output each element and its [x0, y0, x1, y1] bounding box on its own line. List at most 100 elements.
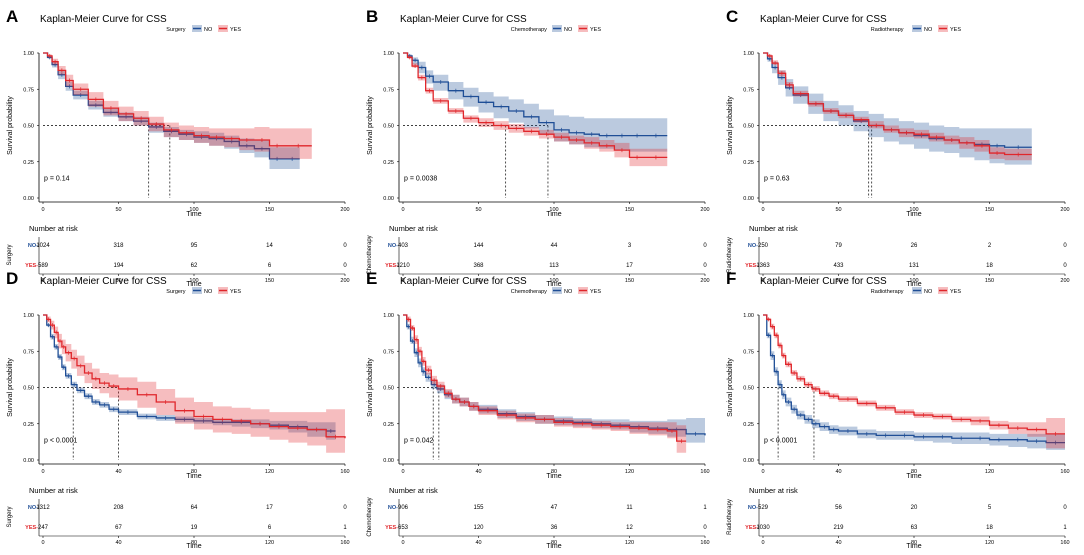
y-tick-label: 0.25 [743, 422, 754, 428]
risk-x-tick-label: 0 [761, 540, 764, 546]
risk-x-tick-label: 40 [115, 540, 121, 546]
legend-label: YES [230, 289, 241, 295]
risk-title: Number at risk [389, 224, 438, 233]
km-panel-a: A Kaplan-Meier Curve for CSS Surgery NO YES 0… [6, 7, 350, 288]
ci-band-no [763, 315, 1065, 452]
risk-x-tick-label: 80 [551, 540, 557, 546]
risk-title: Number at risk [389, 486, 438, 495]
risk-count: 36 [551, 525, 558, 531]
legend: Radiotherapy NO YES [871, 25, 961, 33]
risk-x-tick-label: 0 [401, 540, 404, 546]
risk-row-label: YES- [385, 525, 398, 531]
y-tick-label: 0.75 [383, 349, 394, 355]
x-tick-label: 40 [475, 469, 481, 475]
risk-row-label: NO- [28, 243, 38, 249]
legend-label: YES [950, 289, 961, 295]
risk-count: 44 [551, 243, 558, 249]
chart-title: Kaplan-Meier Curve for CSS [400, 276, 527, 287]
y-axis-label: Survival probability [7, 358, 14, 417]
x-tick-label: 200 [1060, 207, 1069, 213]
risk-x-axis-label: Time [546, 281, 561, 288]
ci-band-no [403, 315, 705, 445]
x-tick-label: 0 [401, 207, 404, 213]
survival-curve-yes [403, 52, 668, 159]
legend-label: YES [590, 27, 601, 33]
risk-count: 208 [113, 505, 124, 511]
x-tick-label: 0 [41, 207, 44, 213]
risk-count: 219 [833, 525, 844, 531]
risk-title: Number at risk [29, 224, 78, 233]
risk-title: Number at risk [749, 224, 798, 233]
km-panel-e: E Kaplan-Meier Curve for CSS Chemotherapy N… [366, 269, 710, 550]
risk-x-tick-label: 160 [700, 540, 709, 546]
risk-x-tick-label: 160 [1060, 540, 1069, 546]
chart-title: Kaplan-Meier Curve for CSS [400, 14, 527, 25]
risk-x-tick-label: 200 [340, 278, 349, 284]
y-tick-label: 0.75 [23, 87, 34, 93]
y-tick-label: 0.50 [743, 386, 754, 392]
risk-x-tick-label: 40 [835, 540, 841, 546]
y-axis-label: Survival probability [367, 358, 374, 417]
risk-row-label: YES- [385, 263, 398, 269]
legend-label: YES [230, 27, 241, 33]
risk-count: 0 [1063, 263, 1067, 269]
risk-count: 0 [343, 263, 347, 269]
y-tick-label: 1.00 [383, 51, 394, 57]
risk-x-tick-label: 100 [189, 278, 198, 284]
y-axis-label: Survival probability [727, 96, 734, 155]
km-panel-c: C Kaplan-Meier Curve for CSS Radiotherapy N… [726, 7, 1070, 288]
legend-label: NO [924, 27, 933, 33]
risk-row-label: NO- [388, 243, 398, 249]
legend-label: NO [204, 27, 213, 33]
y-tick-label: 0.25 [743, 160, 754, 166]
ci-band-yes [403, 315, 687, 453]
y-tick-label: 0.50 [743, 124, 754, 130]
legend-title: Surgery [166, 27, 186, 33]
y-tick-label: 0.50 [23, 386, 34, 392]
risk-count: 1 [1063, 525, 1067, 531]
x-tick-label: 160 [340, 469, 349, 475]
risk-x-axis-label: Time [906, 281, 921, 288]
x-tick-label: 200 [340, 207, 349, 213]
risk-x-tick-label: 80 [911, 540, 917, 546]
risk-count: 589 [38, 263, 49, 269]
risk-x-tick-label: 150 [625, 278, 634, 284]
risk-count: 0 [1063, 243, 1067, 249]
ci-band-yes [763, 315, 1065, 449]
risk-row-label: NO- [388, 505, 398, 511]
risk-row-label: YES- [25, 263, 38, 269]
risk-count: 1363 [756, 263, 770, 269]
risk-count: 6 [268, 525, 272, 531]
p-value: p = 0.042 [404, 438, 433, 445]
p-value: p < 0.0001 [764, 438, 797, 445]
y-tick-label: 0.50 [383, 386, 394, 392]
risk-x-tick-label: 100 [909, 278, 918, 284]
legend-title: Radiotherapy [871, 27, 904, 33]
x-tick-label: 150 [625, 207, 634, 213]
risk-ylabel: Surgery [7, 244, 13, 265]
risk-count: 247 [38, 525, 49, 531]
risk-x-tick-label: 50 [115, 278, 121, 284]
chart-title: Kaplan-Meier Curve for CSS [760, 14, 887, 25]
legend-title: Chemotherapy [511, 289, 547, 295]
risk-count: 433 [833, 263, 844, 269]
legend: Surgery NO YES [166, 25, 241, 33]
x-tick-label: 100 [909, 207, 918, 213]
x-tick-label: 120 [265, 469, 274, 475]
ci-band-yes [43, 315, 345, 455]
risk-x-tick-label: 120 [265, 540, 274, 546]
x-tick-label: 150 [985, 207, 994, 213]
y-tick-label: 0.50 [23, 124, 34, 130]
x-tick-label: 80 [551, 469, 557, 475]
km-panel-f: F Kaplan-Meier Curve for CSS Radiotherapy N… [726, 269, 1070, 550]
x-tick-label: 50 [115, 207, 121, 213]
panel-letter: E [366, 269, 377, 288]
risk-row-label: NO- [748, 505, 758, 511]
x-tick-label: 0 [401, 469, 404, 475]
ci-band-no [403, 53, 668, 152]
risk-x-tick-label: 50 [835, 278, 841, 284]
risk-count: 144 [473, 243, 484, 249]
risk-count: 56 [835, 505, 842, 511]
risk-count: 1024 [36, 243, 50, 249]
legend-title: Radiotherapy [871, 289, 904, 295]
